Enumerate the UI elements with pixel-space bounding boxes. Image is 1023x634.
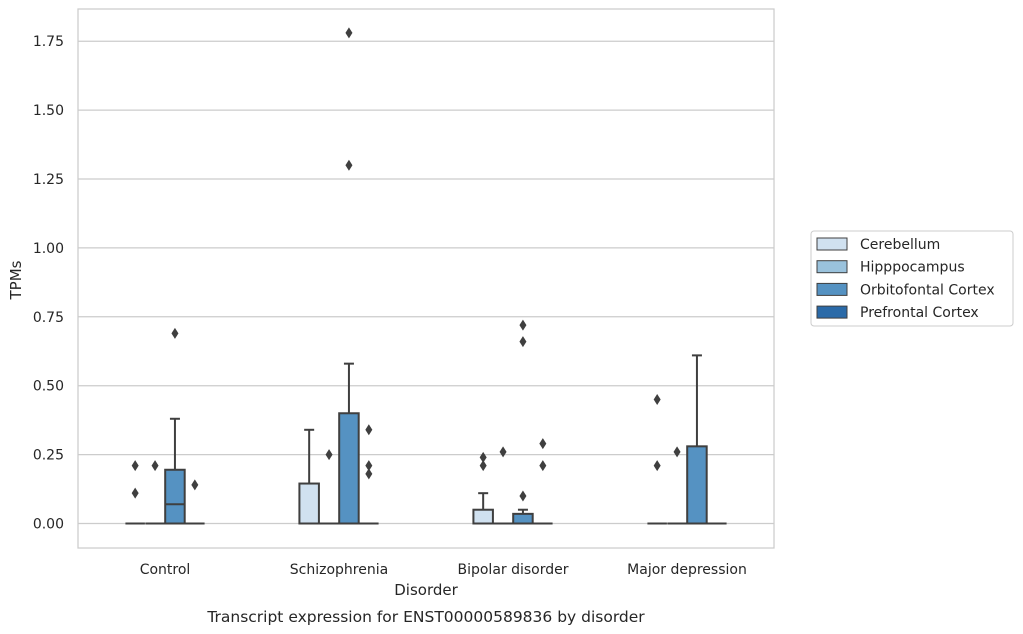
outlier-point bbox=[131, 487, 139, 499]
box-3-2 bbox=[533, 438, 553, 525]
outlier-point bbox=[519, 336, 527, 348]
box-2-2 bbox=[512, 319, 534, 525]
box-2-1 bbox=[338, 27, 360, 525]
box-0-3 bbox=[647, 393, 667, 525]
box-body bbox=[164, 468, 186, 525]
x-tick-label: Bipolar disorder bbox=[457, 562, 568, 578]
legend-label: Orbitofontal Cortex bbox=[860, 282, 995, 298]
outlier-point bbox=[673, 446, 681, 458]
legend-label: Prefrontal Cortex bbox=[860, 305, 979, 321]
outlier-point bbox=[131, 460, 139, 472]
y-tick-label: 0.00 bbox=[33, 517, 64, 533]
legend-label: Hipppocampus bbox=[860, 260, 965, 276]
box-body bbox=[472, 508, 494, 525]
box-1-1 bbox=[319, 449, 339, 525]
x-axis-label: Disorder bbox=[394, 581, 458, 599]
x-tick-label: Control bbox=[140, 562, 191, 578]
outlier-point bbox=[191, 479, 199, 491]
legend-swatch bbox=[816, 305, 848, 319]
legend-swatch bbox=[816, 282, 848, 296]
outlier-point bbox=[479, 460, 487, 472]
x-tick-label: Schizophrenia bbox=[290, 562, 388, 578]
legend-frame bbox=[810, 230, 1014, 327]
boxes bbox=[125, 27, 727, 525]
legend-swatch bbox=[816, 237, 848, 251]
outlier-point bbox=[499, 446, 507, 458]
y-tick-labels: 0.00 0.25 0.50 0.75 1.00 1.25 1.50 1.75 bbox=[33, 34, 64, 532]
box-1-0 bbox=[145, 460, 165, 525]
box-3-0 bbox=[185, 479, 205, 525]
legend-swatch bbox=[816, 260, 848, 274]
legend: Cerebellum Hipppocampus Orbitofontal Corte… bbox=[810, 230, 1014, 327]
outlier-point bbox=[519, 319, 527, 331]
outlier-point bbox=[519, 490, 527, 502]
y-tick-label: 0.25 bbox=[33, 448, 64, 464]
plot-frame bbox=[77, 8, 775, 549]
outlier-point bbox=[345, 27, 353, 39]
outlier-point bbox=[653, 460, 661, 472]
y-tick-label: 1.25 bbox=[33, 172, 64, 188]
y-tick-label: 1.50 bbox=[33, 103, 64, 119]
outlier-point bbox=[365, 460, 373, 472]
box-2-3 bbox=[686, 354, 708, 525]
box-0-2 bbox=[472, 451, 494, 525]
box-0-0 bbox=[125, 460, 145, 525]
outlier-point bbox=[345, 159, 353, 171]
x-tick-label: Major depression bbox=[627, 562, 747, 578]
box-2-0 bbox=[164, 327, 186, 525]
box-1-2 bbox=[493, 446, 513, 525]
box-1-3 bbox=[667, 446, 687, 525]
chart-caption: Transcript expression for ENST0000058983… bbox=[206, 608, 645, 626]
outlier-point bbox=[151, 460, 159, 472]
box-body bbox=[338, 412, 360, 525]
outlier-point bbox=[539, 438, 547, 450]
y-tick-label: 0.50 bbox=[33, 379, 64, 395]
plot-area bbox=[78, 9, 774, 548]
box-3-1 bbox=[359, 424, 379, 525]
box-body bbox=[512, 512, 534, 525]
x-tick-labels: Control Schizophrenia Bipolar disorder Majo… bbox=[140, 562, 747, 578]
y-tick-label: 1.75 bbox=[33, 34, 64, 50]
outlier-point bbox=[365, 424, 373, 436]
outlier-point bbox=[325, 449, 333, 461]
box-body bbox=[686, 445, 708, 525]
legend-label: Cerebellum bbox=[860, 237, 940, 253]
box-0-1 bbox=[298, 428, 320, 525]
outlier-point bbox=[365, 468, 373, 480]
outlier-point bbox=[171, 327, 179, 339]
box-body bbox=[298, 482, 320, 525]
outlier-point bbox=[653, 393, 661, 405]
y-tick-label: 0.75 bbox=[33, 310, 64, 326]
outlier-point bbox=[539, 460, 547, 472]
y-tick-label: 1.00 bbox=[33, 241, 64, 257]
outlier-point bbox=[479, 451, 487, 463]
y-axis-label: TPMs bbox=[7, 260, 25, 300]
